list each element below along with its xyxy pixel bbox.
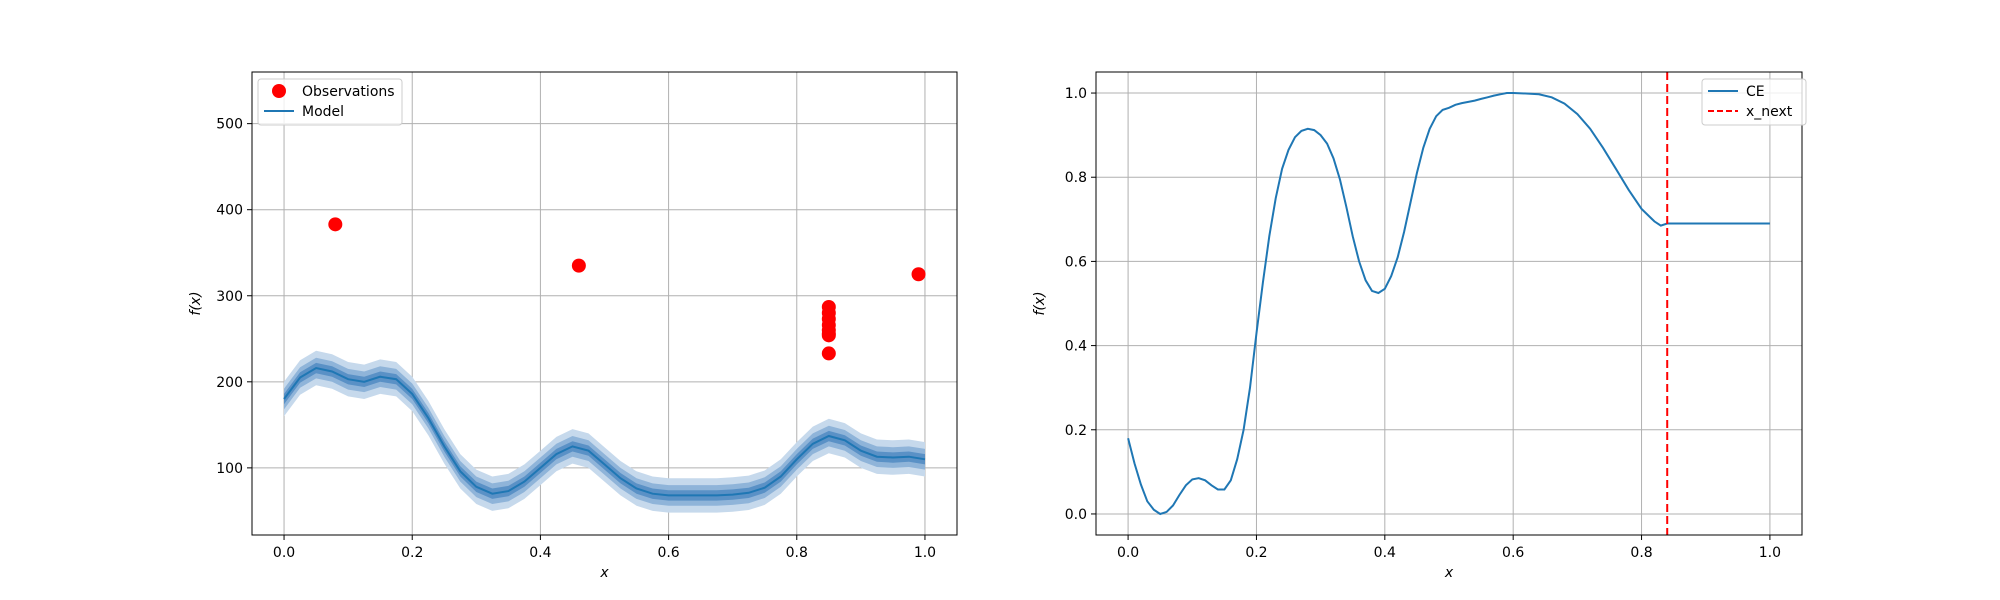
right-x-tick-label: 1.0 bbox=[1759, 545, 1781, 561]
right-x-tick-label: 0.2 bbox=[1245, 545, 1267, 561]
left-y-axis-label: f(x) bbox=[188, 291, 204, 315]
right-y-tick-label: 0.6 bbox=[1065, 254, 1087, 270]
right-x-tick-label: 0.4 bbox=[1374, 545, 1396, 561]
ce-line bbox=[1127, 92, 1770, 516]
right-x-ticks: 0.0 0.2 0.4 0.6 0.8 1.0 bbox=[1117, 535, 1781, 561]
model-band-mid bbox=[284, 357, 925, 506]
legend-model-label: Model bbox=[302, 104, 344, 120]
legend-x-next-label: x_next bbox=[1746, 104, 1793, 120]
right-x-tick-label: 0.8 bbox=[1630, 545, 1652, 561]
left-x-tick-label: 1.0 bbox=[914, 545, 936, 561]
observation-point bbox=[821, 346, 836, 361]
left-y-tick-label: 100 bbox=[216, 461, 243, 477]
model-band-inner bbox=[284, 362, 925, 501]
right-y-tick-label: 1.0 bbox=[1065, 86, 1087, 102]
model-band-outer bbox=[284, 350, 925, 513]
right-grid bbox=[1096, 72, 1802, 535]
left-x-tick-label: 0.0 bbox=[273, 545, 295, 561]
right-legend: CE x_next bbox=[1701, 78, 1807, 126]
left-y-tick-label: 300 bbox=[216, 289, 243, 305]
left-y-ticks: 100 200 300 400 500 bbox=[216, 117, 252, 477]
observation-point bbox=[821, 326, 836, 341]
left-x-tick-label: 0.2 bbox=[401, 545, 423, 561]
left-legend-box bbox=[257, 78, 403, 126]
left-y-tick-label: 400 bbox=[216, 203, 243, 219]
right-x-axis-label: x bbox=[1444, 565, 1454, 581]
observation-point bbox=[911, 267, 926, 282]
left-confidence-bands bbox=[284, 350, 925, 513]
left-x-tick-label: 0.4 bbox=[529, 545, 551, 561]
left-x-tick-label: 0.8 bbox=[786, 545, 808, 561]
left-legend: Observations Model bbox=[257, 78, 403, 126]
right-y-tick-label: 0.0 bbox=[1065, 507, 1087, 523]
left-model-line bbox=[283, 366, 926, 497]
right-y-tick-label: 0.2 bbox=[1065, 423, 1087, 439]
legend-ce-label: CE bbox=[1746, 84, 1765, 100]
left-x-tick-label: 0.6 bbox=[657, 545, 679, 561]
left-y-tick-label: 500 bbox=[216, 117, 243, 133]
right-y-tick-label: 0.8 bbox=[1065, 170, 1087, 186]
right-y-axis-label: f(x) bbox=[1032, 291, 1048, 315]
observation-point bbox=[571, 258, 586, 273]
right-y-ticks: 0.0 0.2 0.4 0.6 0.8 1.0 bbox=[1065, 86, 1096, 523]
left-x-axis-label: x bbox=[599, 565, 609, 581]
observation-point bbox=[328, 217, 343, 232]
left-y-tick-label: 200 bbox=[216, 375, 243, 391]
left-observation-points bbox=[328, 217, 926, 361]
legend-observations-marker bbox=[272, 84, 286, 98]
right-axes-frame bbox=[1095, 71, 1803, 536]
right-x-tick-label: 0.0 bbox=[1117, 545, 1139, 561]
right-y-tick-label: 0.4 bbox=[1065, 339, 1087, 355]
left-axes-frame bbox=[251, 71, 958, 536]
legend-observations-label: Observations bbox=[302, 84, 395, 100]
left-chart-panel: 0.0 0.2 0.4 0.6 0.8 1.0 100 200 300 400 500 x f(x… bbox=[188, 71, 958, 581]
right-chart-panel: 0.0 0.2 0.4 0.6 0.8 1.0 0.00.20.40.60.81.0 x … bbox=[1032, 71, 1807, 581]
right-x-tick-label: 0.6 bbox=[1502, 545, 1524, 561]
left-x-ticks: 0.0 0.2 0.4 0.6 0.8 1.0 bbox=[273, 535, 936, 561]
